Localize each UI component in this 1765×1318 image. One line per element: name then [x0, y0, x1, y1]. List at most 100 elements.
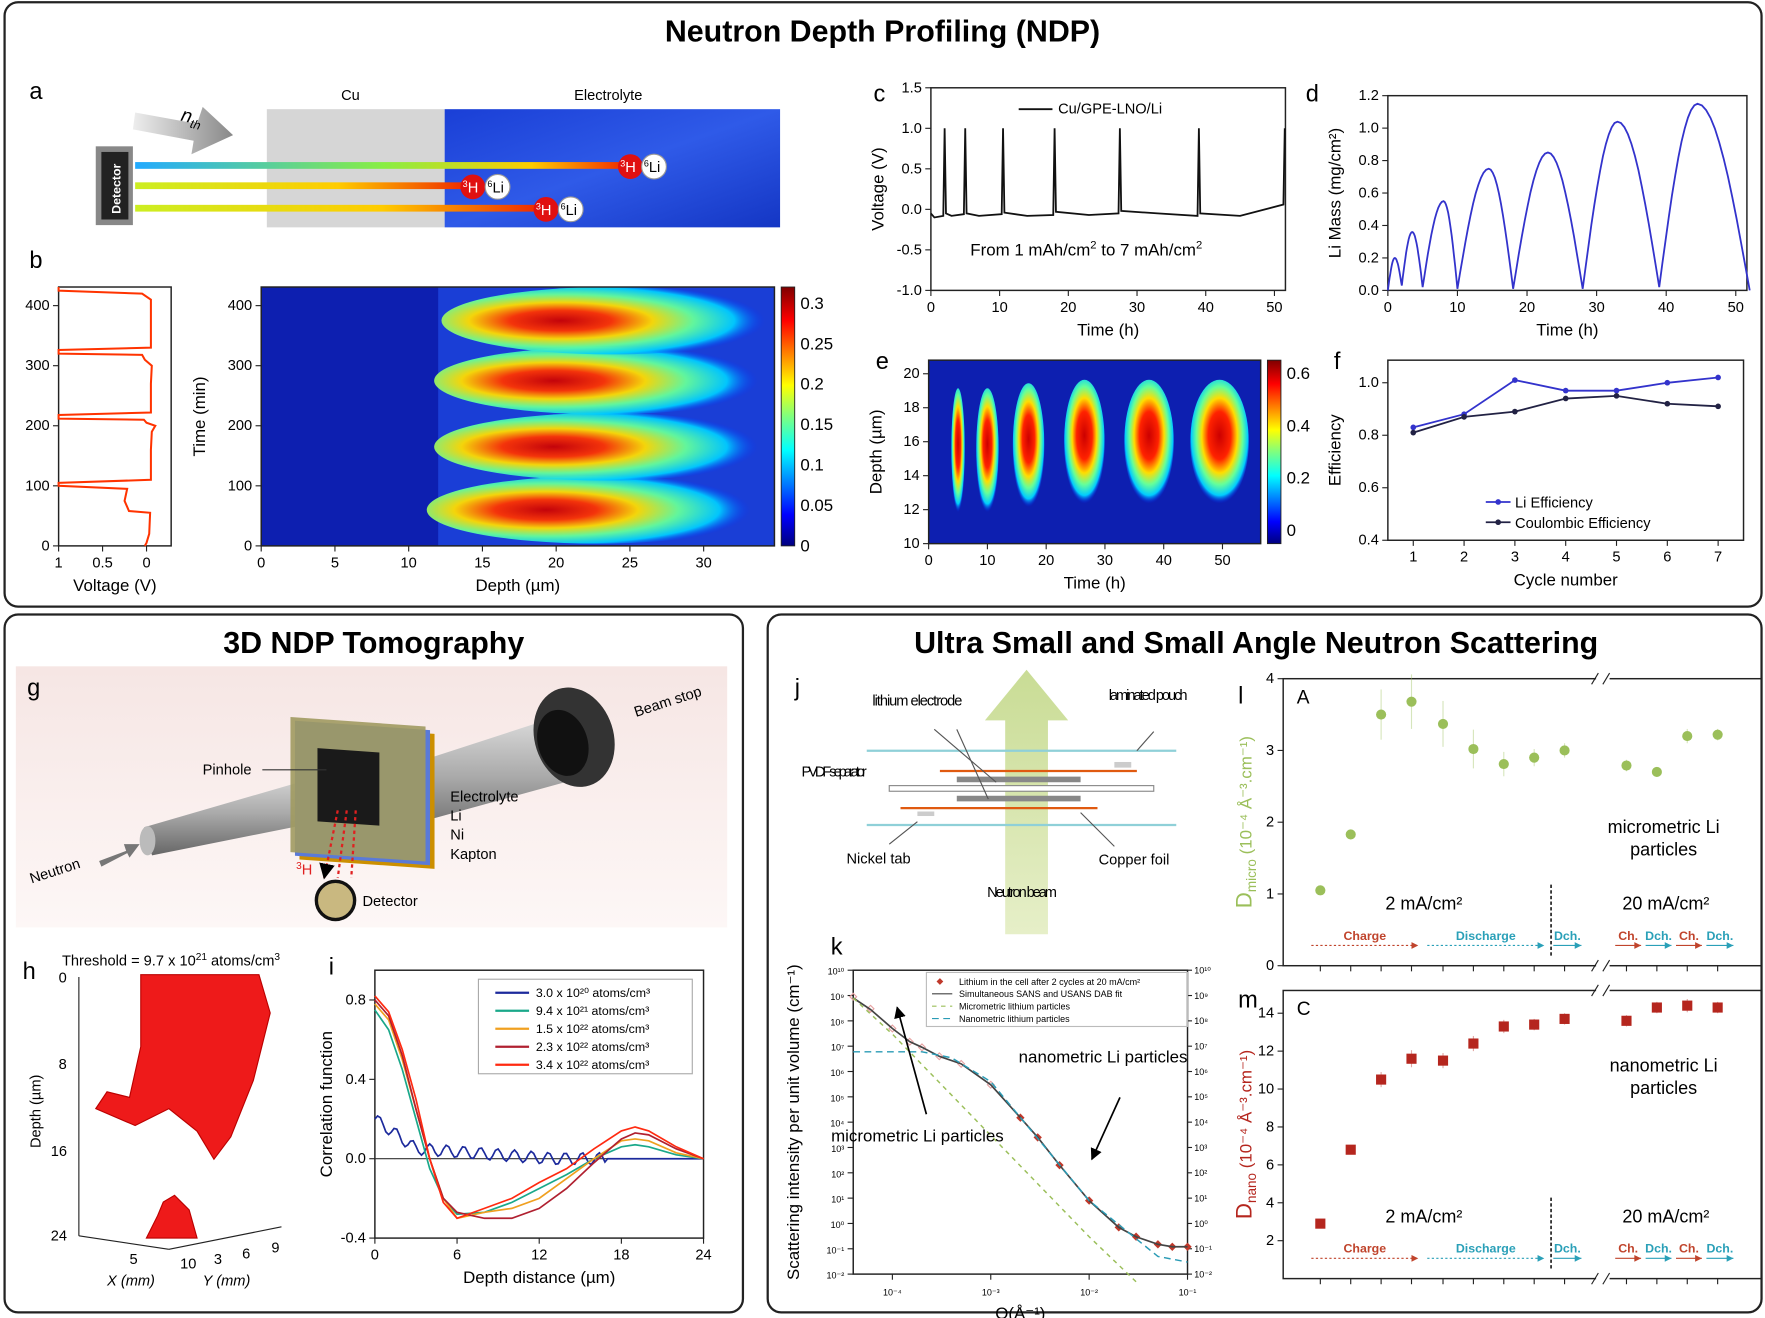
copper-foil-label: Copper foil: [1099, 852, 1170, 868]
phase-arrowhead: [1695, 1254, 1702, 1262]
panel-letter-l: l: [1238, 683, 1243, 709]
phase-arrowhead: [1664, 942, 1672, 949]
h-ytick2: 3: [214, 1252, 222, 1268]
panel-letter-g: g: [27, 676, 40, 702]
plot-frame: [1282, 989, 1763, 1280]
y-axis-label: Efficiency: [1326, 414, 1345, 486]
h-ytick: 24: [51, 1228, 67, 1244]
phase-label: Dch.: [1706, 929, 1733, 943]
neutron-beam-arrow: [132, 106, 234, 155]
legend-marker: [1495, 519, 1501, 526]
y-tick-label: 3: [1266, 743, 1274, 759]
x-axis-label: Depth distance (µm): [463, 1268, 615, 1287]
legend-label: Simultaneous SANS and USANS DAB fit: [959, 989, 1123, 999]
axis-break: [1596, 961, 1610, 971]
h-ytick: 0: [59, 971, 67, 987]
y-tick-label: 10⁹: [830, 992, 844, 1002]
tomo-section-title: 3D NDP Tomography: [223, 626, 524, 660]
y-tick-label: 0: [41, 538, 49, 554]
data-point: [1376, 1074, 1387, 1085]
y-tick-label-right: 10⁰: [1194, 1219, 1208, 1229]
phase-label: Dch.: [1645, 1242, 1672, 1256]
triton-label: 3H: [296, 861, 312, 879]
svg-text:6Li: 6Li: [561, 201, 577, 219]
colorbar: [1266, 359, 1282, 545]
svg-text:3H: 3H: [620, 159, 636, 177]
legend-label: Micrometric lithium particles: [959, 1002, 1071, 1012]
colorbar: [780, 286, 796, 547]
x-axis-label: Cycle number: [1514, 570, 1618, 589]
plot-frame: [1387, 359, 1745, 541]
x-tick-label: 0: [257, 555, 265, 571]
panel-letter-k: k: [831, 934, 843, 960]
particles-annotation: nanometric Li particles: [1610, 1056, 1718, 1099]
y-tick-label: 0.5: [902, 161, 922, 177]
chart-e-heatmap: 0 10 20 30 40 50 10 12 14 16 18 20 Time (h) Depth (µm…: [866, 349, 1310, 592]
y-tick-label-right: 10⁹: [1194, 991, 1208, 1001]
y-tick-label: 2: [1266, 815, 1274, 831]
phase-label: Ch.: [1618, 1242, 1638, 1256]
heatmap-lobe: [1012, 383, 1045, 508]
chart-m: 2 4 6 8 10 12 14m C Dnano (10⁻⁴ Å⁻³.cm⁻¹) 2 mA/cm…: [1232, 984, 1763, 1285]
data-point: [1613, 393, 1620, 399]
annotation: From 1 mAh/cm2 to 7 mAh/cm2: [970, 240, 1202, 260]
y-tick-label: 0.4: [346, 1072, 366, 1088]
h-xtick: 5: [130, 1252, 138, 1268]
particle-track-2: [135, 182, 473, 190]
y-tick-label: 10³: [831, 1144, 844, 1154]
phase-arrowhead: [1695, 942, 1702, 949]
correlation-curve: [374, 995, 704, 1220]
x-tick-label: 0: [142, 555, 150, 571]
pvdf-separator-label: PVDF separator: [801, 765, 866, 781]
x-tick-label: 30: [1129, 300, 1145, 316]
ndp-section-title: Neutron Depth Profiling (NDP): [665, 15, 1100, 49]
y-tick-label: 1.0: [1359, 121, 1379, 137]
x-tick-label: 2: [1460, 550, 1468, 566]
y-tick-label: 1.0: [1359, 375, 1379, 391]
data-point: [1406, 1053, 1417, 1064]
y-tick-label: -0.4: [341, 1231, 366, 1247]
y-tick-label: 1: [1266, 886, 1274, 902]
y-tick-label: 0.0: [1359, 283, 1379, 299]
x-tick-label: 40: [1156, 553, 1172, 569]
chart-f: 1 2 3 4 5 6 7 0.4 0.6 0.8 1.0 Cycle number Efficienc…: [1326, 349, 1745, 589]
y-axis-label-part: micro: [1244, 859, 1259, 892]
x-tick-label: 50: [1266, 300, 1282, 316]
panel-letter-m: m: [1238, 987, 1258, 1013]
x-tick-label: 10⁻³: [982, 1287, 1000, 1297]
x-tick-label: 50: [1214, 553, 1230, 569]
ndp-section-frame: [3, 1, 1763, 608]
data-point: [1498, 759, 1509, 770]
axis-break-mark: [1602, 672, 1611, 685]
chart-d: 0 10 20 30 40 50 0.0 0.2 0.4 0.6 0.8 1.0 1.2 Time (h)…: [1306, 81, 1751, 339]
y-tick-label: 200: [25, 418, 49, 434]
legend-label: Lithium in the cell after 2 cycles at 20…: [959, 977, 1140, 987]
phase-arrowhead: [1411, 1254, 1419, 1262]
y-axis-label: Voltage (V): [869, 147, 888, 230]
y-tick-label: 400: [25, 298, 49, 314]
phase-arrowhead: [1664, 1254, 1672, 1262]
li-surface-upper: [94, 974, 271, 1161]
data-point: [1315, 885, 1326, 896]
plot-frame: [260, 286, 776, 547]
x-tick-label: 25: [622, 555, 638, 571]
panel-letter-c: c: [873, 81, 885, 107]
legend-label: Nanometric lithium particles: [959, 1014, 1070, 1024]
y-tick-label: 0.0: [346, 1151, 366, 1167]
data-point: [1562, 395, 1569, 402]
y-axis-label: Time (min): [190, 376, 209, 456]
y-tick-label: 10: [1258, 1082, 1274, 1098]
x-tick-label: 20: [1060, 300, 1076, 316]
legend-box: [477, 978, 693, 1075]
data-point: [1715, 374, 1721, 381]
data-point: [1461, 414, 1467, 420]
svg-text:3H: 3H: [536, 201, 552, 219]
phase-arrowhead: [1574, 942, 1582, 949]
x-tick-label: 20: [1038, 553, 1054, 569]
y-tick-label: 300: [228, 358, 252, 374]
legend-label: Coulombic Efficiency: [1515, 516, 1651, 532]
annotation-part: to 7 mAh/cm: [1097, 240, 1196, 259]
y-tick-label-right: 10⁶: [1194, 1067, 1208, 1077]
li-mass-line: [1386, 102, 1751, 291]
beam-stop: [533, 687, 615, 787]
